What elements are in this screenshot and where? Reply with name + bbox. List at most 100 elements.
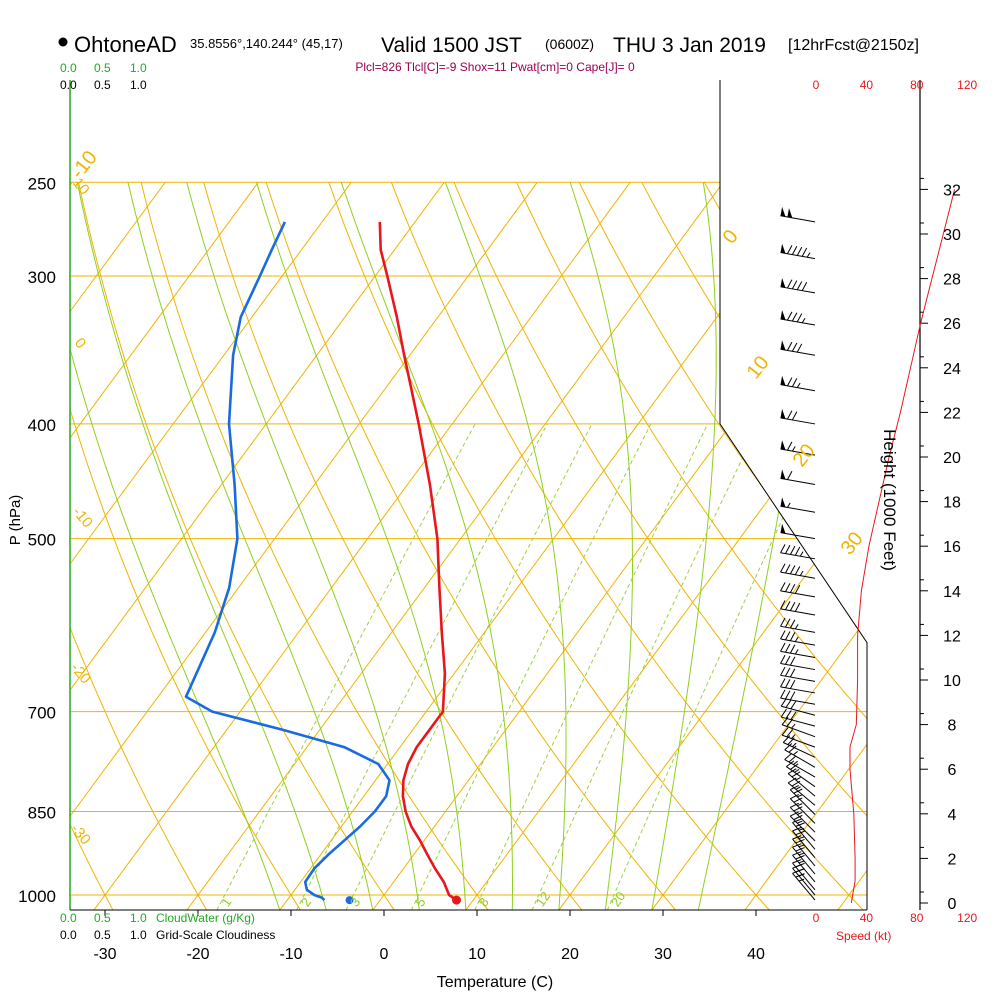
dry-adiabat-line <box>265 182 677 910</box>
wind-barb-feather <box>796 313 803 323</box>
dry-adiabat-line <box>140 182 489 910</box>
height-label: 12 <box>943 628 961 645</box>
wind-barb-shaft <box>789 789 816 815</box>
wind-barb-flag <box>780 278 786 288</box>
dry-adiabat-line <box>70 182 208 910</box>
wind-barb <box>780 409 816 425</box>
wind-barb <box>780 582 816 598</box>
surface-temperature-dot <box>451 895 461 905</box>
wind-barb-shaft <box>780 532 816 540</box>
wind-barb <box>792 851 816 883</box>
wind-barb-feather <box>785 564 791 574</box>
wind-barb-feather <box>793 814 803 821</box>
wind-barb-feather <box>784 743 793 751</box>
surface-dewpoint-dot <box>345 896 354 905</box>
wind-barb-feather <box>780 708 787 718</box>
wind-barb-half-feather <box>793 751 798 756</box>
wind-barb-feather <box>786 311 793 321</box>
dry-adiabat-line <box>70 182 302 910</box>
cloudiness-top-tick-2: 1.0 <box>130 78 147 92</box>
wind-barb-shaft <box>780 608 816 616</box>
wind-barb-half-feather <box>794 624 799 630</box>
wind-barb-feather <box>789 656 796 666</box>
moist-adiabat-line <box>340 182 513 910</box>
wind-barb <box>780 698 816 716</box>
wind-barb-feather <box>789 583 796 593</box>
height-label: 32 <box>943 182 961 199</box>
wind-barb-shaft <box>780 571 816 579</box>
wind-barb-flag <box>780 310 786 320</box>
wind-barb-shaft <box>781 716 816 727</box>
wind-barb-half-feather <box>797 820 803 824</box>
cloudwater-top-tick-2: 1.0 <box>130 61 147 75</box>
wind-barb-half-feather <box>791 734 796 739</box>
isotherm-line <box>70 182 538 910</box>
wind-barb-feather <box>785 655 791 665</box>
wind-barb-shaft <box>792 846 816 875</box>
isotherm-label: 10 <box>743 352 774 383</box>
wind-barb-feather <box>780 689 786 699</box>
wind-barb-feather <box>791 411 798 421</box>
wind-barb-feather <box>780 666 786 676</box>
wind-barb <box>781 717 816 738</box>
isotherm-line <box>465 182 867 910</box>
theta-edge-label: 10 <box>69 175 93 199</box>
wind-barb-feather <box>780 630 786 640</box>
wind-barb-feather <box>790 711 797 720</box>
wind-barb-feather <box>794 566 801 575</box>
wind-barb <box>789 793 816 824</box>
mixing-ratio-label: 20 <box>608 889 629 909</box>
wind-barb-feather <box>789 632 796 641</box>
dry-adiabat-line <box>203 182 583 910</box>
wind-barb-feather <box>780 544 786 553</box>
speed-line <box>849 189 956 904</box>
wind-barb-feather <box>780 563 786 573</box>
wind-barb-feather <box>791 342 798 352</box>
wind-barb-feather <box>794 584 801 594</box>
wind-barb-half-feather <box>798 860 805 864</box>
wind-barb-feather <box>790 763 799 770</box>
moist-adiabat-line <box>256 182 467 910</box>
wind-barb-feather <box>792 826 802 832</box>
speed-bottom-tick: 0 <box>813 911 820 925</box>
mixing-ratio-label: 8 <box>475 895 491 910</box>
wind-barb-half-feather <box>798 836 805 840</box>
dewpoint-line <box>184 221 391 902</box>
wind-barb-shaft <box>780 215 816 223</box>
wind-barb-shaft <box>792 822 816 850</box>
moist-adiabat-line <box>569 182 633 910</box>
wind-barb-shaft <box>780 697 816 705</box>
wind-barb-feather <box>785 643 791 653</box>
wind-barb <box>780 678 816 694</box>
isotherm-line <box>372 182 867 910</box>
y-axis-title: P (hPa) <box>7 495 24 546</box>
wind-barb-feather <box>789 545 796 555</box>
speed-bottom-tick: 40 <box>860 911 874 925</box>
wind-barb <box>784 752 816 778</box>
wind-barb <box>780 708 816 727</box>
wind-barb-feather <box>780 654 786 664</box>
wind-barb-feather <box>791 246 798 255</box>
wind-barb <box>780 340 816 356</box>
wind-barb <box>792 843 816 875</box>
mixing-ratio-label: 2 <box>298 895 314 910</box>
speed-top-tick: 40 <box>860 78 874 92</box>
wind-barb-half-feather <box>794 649 799 655</box>
wind-barb <box>780 243 816 260</box>
mixing-ratio-label: 12 <box>533 889 554 909</box>
speed-top-tick: 80 <box>910 78 924 92</box>
wind-barb-feather <box>786 441 793 451</box>
wind-barb <box>786 760 816 788</box>
x-tick-label: -10 <box>279 946 302 963</box>
wind-barb-half-feather <box>793 760 798 765</box>
wind-barb-feather <box>786 760 795 767</box>
height-label: 6 <box>948 762 957 779</box>
pressure-label: 700 <box>28 704 56 723</box>
wind-barb-feather <box>786 410 793 420</box>
wind-barb-shaft <box>789 815 816 842</box>
wind-barb-feather <box>789 644 796 654</box>
wind-barb-feather <box>785 690 791 700</box>
wind-barb-half-feather <box>796 382 801 388</box>
wind-barb-flag <box>780 243 786 254</box>
mixing-ratio-line <box>606 423 827 910</box>
